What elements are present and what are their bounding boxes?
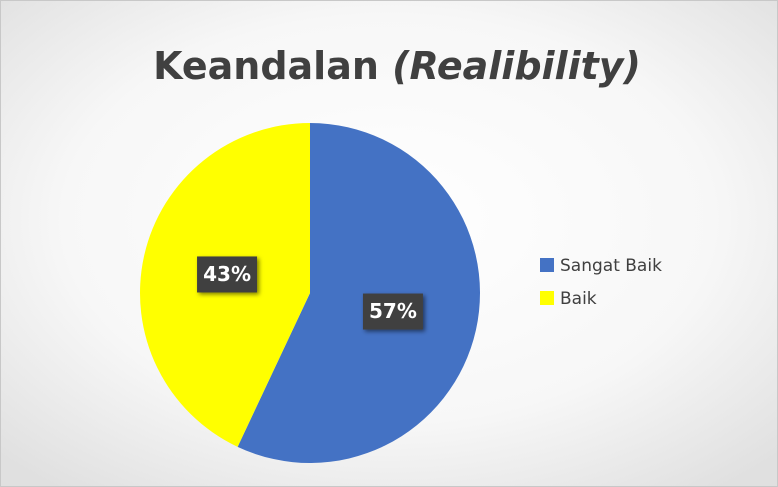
title-italic: (Realibility): [392, 44, 641, 88]
data-label: 57%: [369, 299, 417, 323]
title-main: Keandalan: [153, 44, 379, 88]
legend-swatch: [540, 291, 554, 305]
data-label: 43%: [203, 262, 251, 286]
legend-label: Sangat Baik: [560, 256, 662, 276]
chart-title: Keandalan (Realibility): [153, 44, 641, 88]
data-label-box: [197, 256, 258, 293]
pie: 57% 43%: [139, 123, 480, 463]
pie-slice: [237, 123, 480, 463]
data-label-box: [362, 293, 423, 330]
legend: Sangat Baik Baik: [540, 256, 662, 309]
legend-label: Baik: [560, 289, 597, 309]
legend-swatch: [540, 258, 554, 272]
